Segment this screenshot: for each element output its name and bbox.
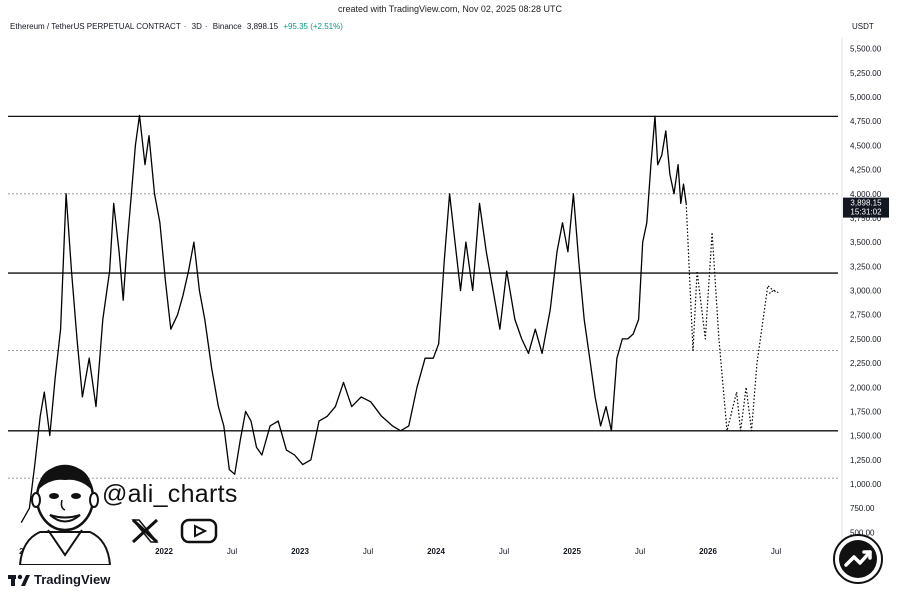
x-tick-label: Jul xyxy=(499,547,509,556)
y-tick-label: 5,000.00 xyxy=(850,93,882,102)
watermark-handle: @ali_charts xyxy=(102,480,238,508)
y-tick-label: 5,500.00 xyxy=(850,45,882,54)
price-change: +95.35 (+2.51%) xyxy=(283,22,343,31)
y-tick-label: 3,000.00 xyxy=(850,287,882,296)
y-tick-label: 2,500.00 xyxy=(850,335,882,344)
x-tick-label: Jul xyxy=(227,547,237,556)
y-tick-label: 2,000.00 xyxy=(850,383,882,392)
y-tick-label: 4,500.00 xyxy=(850,141,882,150)
currency-label: USDT xyxy=(852,22,874,31)
x-tick-label: 2025 xyxy=(563,547,581,556)
projection-line xyxy=(685,203,776,432)
created-with-caption: created with TradingView.com, Nov 02, 20… xyxy=(338,4,562,14)
x-tick-label: 2024 xyxy=(427,547,445,556)
tradingview-logo[interactable]: TradingView xyxy=(8,572,110,587)
tradingview-brand-name: TradingView xyxy=(34,572,111,587)
x-logo-icon xyxy=(131,518,159,544)
y-tick-label: 1,250.00 xyxy=(850,456,882,465)
y-tick-label: 1,500.00 xyxy=(850,432,882,441)
price-line xyxy=(20,114,687,524)
current-price-label: 3,898.15 xyxy=(850,199,882,208)
y-tick-label: 1,750.00 xyxy=(850,407,882,416)
y-tick-label: 4,000.00 xyxy=(850,190,882,199)
symbol-exchange: Binance xyxy=(212,22,242,31)
y-tick-label: 500.00 xyxy=(850,528,875,537)
y-tick-label: 2,250.00 xyxy=(850,359,882,368)
y-tick-label: 4,750.00 xyxy=(850,117,882,126)
y-tick-label: 1,000.00 xyxy=(850,480,882,489)
y-tick-label: 3,250.00 xyxy=(850,262,882,271)
symbol-name[interactable]: Ethereum / TetherUS PERPETUAL CONTRACT xyxy=(10,22,181,31)
y-tick-label: 3,500.00 xyxy=(850,238,882,247)
symbol-interval[interactable]: 3D xyxy=(191,22,202,31)
header-separator: · xyxy=(183,22,187,31)
y-tick-label: 2,750.00 xyxy=(850,311,882,320)
x-tick-label: Jul xyxy=(363,547,373,556)
tradingview-logo-icon xyxy=(8,574,30,586)
header-separator: · xyxy=(204,22,208,31)
y-tick-label: 750.00 xyxy=(850,504,875,513)
y-tick-label: 4,250.00 xyxy=(850,166,882,175)
y-tick-label: 5,250.00 xyxy=(850,69,882,78)
avatar xyxy=(18,464,112,565)
current-price-badge xyxy=(843,197,889,218)
y-tick-label: 3,750.00 xyxy=(850,214,882,223)
trend-badge-icon xyxy=(833,534,883,584)
x-tick-label: Jul xyxy=(771,547,781,556)
x-tick-label: 2023 xyxy=(291,547,309,556)
last-price: 3,898.15 xyxy=(246,22,279,31)
x-tick-label: Jul xyxy=(635,547,645,556)
x-tick-label: 2022 xyxy=(155,547,173,556)
youtube-icon xyxy=(180,518,218,544)
bar-countdown-label: 15:31:02 xyxy=(850,208,882,217)
x-tick-label: 2026 xyxy=(699,547,717,556)
symbol-header: Ethereum / TetherUS PERPETUAL CONTRACT · … xyxy=(10,22,346,31)
